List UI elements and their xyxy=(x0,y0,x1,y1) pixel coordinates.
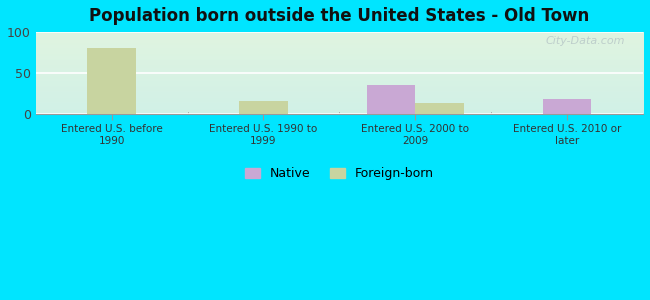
Bar xyxy=(87,48,136,114)
Text: City-Data.com: City-Data.com xyxy=(545,36,625,46)
Bar xyxy=(367,85,415,114)
Bar xyxy=(543,99,592,114)
Legend: Native, Foreign-born: Native, Foreign-born xyxy=(240,162,439,185)
Title: Population born outside the United States - Old Town: Population born outside the United State… xyxy=(89,7,590,25)
Bar xyxy=(239,101,288,114)
Bar xyxy=(415,103,464,114)
